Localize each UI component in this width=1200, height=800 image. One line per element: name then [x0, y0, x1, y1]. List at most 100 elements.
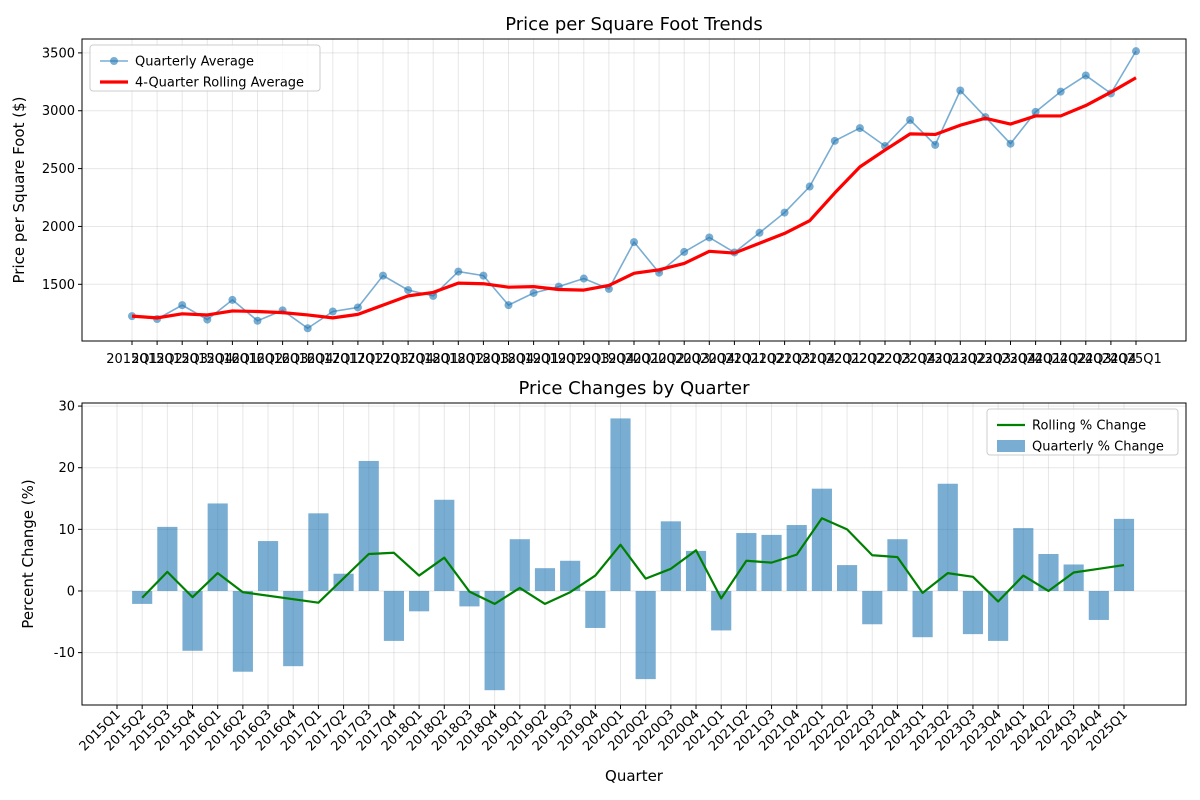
bar-2020Q3 [660, 521, 681, 591]
point-2023Q2 [956, 86, 965, 95]
legend-label: Quarterly % Change [1032, 440, 1164, 455]
point-2022Q4 [906, 115, 915, 124]
point-2018Q3 [479, 271, 488, 280]
bar-2023Q4 [988, 590, 1009, 641]
legend-label: 4-Quarter Rolling Average [135, 76, 304, 91]
x-tick-label: 2017Q4 [382, 352, 434, 367]
y-tick-label: 2000 [42, 220, 75, 235]
bar-2024Q4 [1088, 590, 1109, 620]
x-tick-label: 2017Q3 [357, 352, 409, 367]
x-tick-label: 2022Q4 [884, 352, 936, 367]
point-2016Q4 [303, 324, 312, 333]
bar-2019Q2 [534, 568, 556, 591]
point-2023Q1 [931, 140, 940, 149]
point-2024Q1 [1031, 107, 1040, 116]
x-tick-label: 2016Q3 [257, 352, 309, 367]
y-tick-label: 3500 [42, 46, 75, 61]
point-2022Q2 [855, 124, 864, 133]
x-tick-label: 2015Q2 [131, 352, 183, 367]
y-tick-label: 10 [58, 523, 75, 538]
bar-2020Q1 [610, 418, 631, 591]
point-2021Q3 [780, 208, 789, 217]
x-tick-label: 2019Q4 [583, 352, 635, 367]
y-tick-label: 3000 [42, 104, 75, 119]
bar-2023Q1 [912, 590, 933, 638]
y-tick-label: 2500 [42, 162, 75, 177]
legend-box [986, 408, 1179, 456]
x-tick-label: 2024Q4 [1085, 352, 1137, 367]
point-2024Q3 [1081, 71, 1090, 80]
bar-2019Q4 [585, 590, 606, 628]
x-tick-label: 2018Q4 [483, 352, 535, 367]
x-tick-label: 2021Q2 [734, 352, 786, 367]
point-2016Q2 [253, 316, 262, 325]
x-tick-label: 2017Q1 [307, 352, 359, 367]
bar-2017Q3 [358, 460, 379, 591]
y-tick-label: 30 [58, 400, 75, 415]
bar-2016Q4 [283, 590, 304, 667]
y-tick-label: 1500 [42, 278, 75, 293]
x-tick-label: 2023Q2 [935, 352, 987, 367]
x-tick-label: 2022Q1 [809, 352, 861, 367]
point-2015Q4 [203, 315, 212, 324]
point-2023Q4 [1006, 139, 1015, 148]
x-tick-label: 2017Q2 [332, 352, 384, 367]
x-tick-label: 2016Q1 [207, 352, 259, 367]
bar-2018Q4 [484, 590, 505, 691]
bar-2017Q1 [308, 513, 329, 591]
legend-label: Rolling % Change [1032, 419, 1146, 434]
point-2018Q2 [454, 267, 463, 276]
legend: Rolling % Change Quarterly % Change [986, 408, 1179, 456]
x-tick-label: 2015Q3 [156, 352, 208, 367]
x-tick-label: 2021Q3 [759, 352, 811, 367]
x-tick-label: 2015Q1 [106, 352, 158, 367]
bar-2022Q3 [862, 590, 883, 625]
bar-2021Q4 [786, 525, 807, 591]
chart-title: Price Changes by Quarter [519, 378, 751, 399]
x-tick-label: 2019Q1 [508, 352, 560, 367]
bar-2016Q3 [257, 541, 279, 591]
series-line-rolling-change [141, 517, 1125, 606]
x-tick-label: 2020Q1 [608, 352, 660, 367]
x-tick-label: 2018Q1 [407, 352, 459, 367]
y-tick-label: 0 [67, 584, 75, 599]
bar-2022Q1 [811, 488, 832, 591]
x-tick-label: 2023Q1 [909, 352, 961, 367]
series-line-4-quarter-rolling-average [131, 76, 1137, 320]
x-tick-label: 2015Q4 [182, 352, 234, 367]
bar-2019Q1 [509, 539, 530, 591]
bar-2020Q2 [635, 590, 656, 680]
bar-2023Q3 [962, 590, 984, 635]
bar-2017Q4 [383, 590, 404, 641]
point-2015Q3 [178, 301, 187, 310]
y-axis-label: Percent Change (%) [19, 479, 37, 628]
point-2021Q2 [755, 228, 764, 237]
x-tick-label: 2024Q2 [1035, 352, 1087, 367]
x-tick-label: 2023Q3 [960, 352, 1012, 367]
legend-box [89, 44, 321, 92]
x-tick-label: 2022Q3 [859, 352, 911, 367]
x-tick-label: 2016Q4 [282, 352, 334, 367]
bar-2018Q3 [459, 590, 480, 607]
point-2019Q1 [529, 288, 538, 297]
point-2018Q4 [504, 301, 513, 310]
bar-2016Q1 [207, 503, 228, 591]
bar-2019Q3 [560, 560, 581, 591]
bar-2022Q2 [837, 565, 858, 591]
point-2024Q2 [1056, 87, 1065, 96]
bar-2023Q2 [937, 483, 958, 591]
point-2017Q1 [328, 307, 337, 316]
x-tick-label: 2024Q3 [1060, 352, 1112, 367]
top-chart: 150020002500300035002015Q12015Q22015Q320… [10, 14, 1187, 367]
x-tick-label: 2016Q2 [232, 352, 284, 367]
bar-2020Q4 [685, 550, 707, 591]
bar-2025Q1 [1113, 518, 1135, 591]
bar-2018Q1 [409, 590, 430, 612]
legend: Quarterly Average 4-Quarter Rolling Avera… [89, 44, 321, 92]
bar-2024Q1 [1013, 528, 1034, 591]
point-2019Q3 [579, 274, 588, 283]
bar-2015Q3 [157, 526, 178, 591]
y-axis-label: Price per Square Foot ($) [10, 97, 28, 284]
x-tick-label: 2019Q2 [533, 352, 585, 367]
